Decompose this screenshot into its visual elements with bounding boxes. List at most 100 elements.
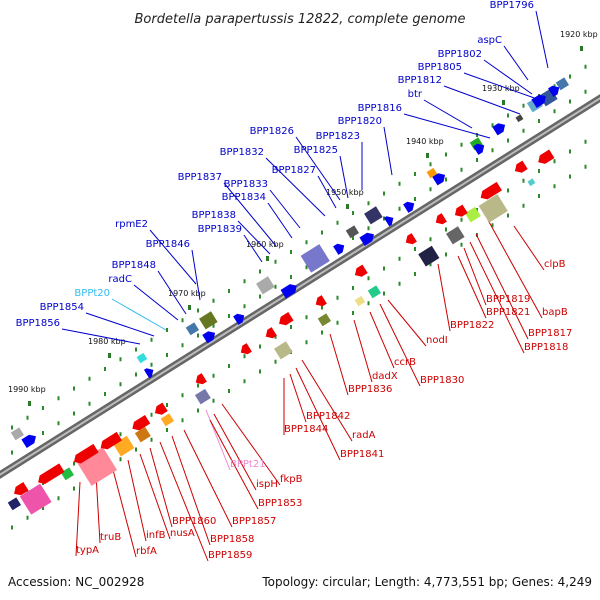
leader-line	[469, 241, 525, 354]
leader-line	[487, 219, 543, 319]
track-dot	[445, 177, 447, 182]
leader-line	[329, 333, 349, 396]
track-dot	[212, 298, 215, 303]
track-dot	[73, 461, 75, 466]
track-dot	[11, 450, 13, 455]
leader-line-layer	[61, 10, 549, 562]
gene-label-bpp1823: BPP1823	[316, 131, 360, 142]
track-dot	[228, 364, 230, 368]
track-dot	[429, 162, 432, 167]
feature-box	[194, 388, 211, 405]
track-dot	[274, 284, 277, 289]
track-dot	[305, 240, 308, 245]
leader-line	[157, 270, 187, 315]
feature-box	[136, 352, 148, 364]
tick-label: 1970 kbp	[168, 289, 206, 298]
leader-line	[111, 465, 137, 558]
track-dot	[429, 262, 432, 267]
reverse-gene-arrow	[315, 295, 327, 307]
leader-line	[443, 85, 521, 115]
leader-line	[269, 189, 301, 229]
leader-line	[243, 234, 263, 263]
reverse-gene-arrow	[240, 343, 252, 355]
gene-label-bpp1822: BPP1822	[450, 320, 494, 331]
leader-line	[205, 409, 231, 471]
track-dot	[367, 226, 370, 231]
leader-line	[295, 367, 341, 461]
tick-mark	[580, 46, 583, 51]
track-dot	[507, 213, 509, 218]
track-dot	[398, 206, 401, 211]
track-dot	[181, 318, 184, 323]
gene-label-infb: infB	[146, 530, 166, 541]
gene-label-bpp1848: BPP1848	[112, 260, 156, 271]
feature-box	[555, 77, 570, 91]
track-dot	[135, 447, 137, 452]
track-dot	[414, 247, 416, 251]
track-dot	[150, 412, 153, 417]
genome-summary-text: Topology: circular; Length: 4,773,551 bp…	[261, 575, 592, 589]
track-dot	[290, 250, 292, 254]
track-dot	[321, 330, 323, 335]
gene-label-bpp1834: BPP1834	[222, 192, 266, 203]
reverse-gene-arrow	[14, 482, 29, 496]
track-dot	[26, 515, 29, 520]
track-dot	[336, 220, 339, 225]
feature-box	[354, 295, 366, 307]
gene-label-typa: typA	[76, 545, 99, 556]
track-dot	[584, 164, 587, 169]
track-dot	[336, 320, 339, 325]
track-dot	[57, 496, 60, 501]
feature-box	[60, 467, 75, 481]
track-dot	[135, 372, 137, 377]
gene-arrow-layer	[14, 85, 560, 496]
reverse-gene-arrow	[154, 402, 168, 415]
leader-line	[111, 298, 167, 331]
track-dot	[383, 191, 385, 196]
track-dot	[197, 383, 199, 388]
track-dot	[290, 275, 292, 279]
reverse-gene-arrow	[514, 160, 528, 173]
gene-label-bpp1838: BPP1838	[192, 210, 236, 221]
track-dot	[181, 343, 184, 348]
gene-label-bpp1805: BPP1805	[418, 62, 462, 73]
tick-mark	[426, 153, 429, 158]
gene-label-trub: truB	[100, 532, 121, 543]
track-dot	[445, 152, 447, 157]
track-dot	[398, 181, 401, 186]
track-dot	[352, 311, 354, 315]
gene-label-bpp1826: BPP1826	[250, 126, 294, 137]
feature-box	[367, 285, 382, 299]
track-dot	[553, 109, 556, 114]
feature-box	[345, 225, 360, 239]
gene-label-bpp1846: BPP1846	[146, 239, 190, 250]
feature-box	[10, 427, 25, 441]
tick-label: 1940 kbp	[406, 137, 444, 146]
track-dot	[274, 334, 277, 339]
gene-label-bpp1833: BPP1833	[224, 179, 268, 190]
tick-label: 1990 kbp	[8, 385, 46, 394]
track-dot	[73, 486, 75, 491]
forward-gene-arrow	[403, 201, 415, 213]
leader-line	[535, 10, 549, 69]
track-dot	[414, 197, 416, 201]
tick-mark	[266, 256, 269, 261]
gene-label-isph: ispH	[256, 479, 278, 490]
track-dot	[166, 328, 168, 332]
forward-gene-arrow	[383, 216, 394, 227]
feature-box	[199, 311, 218, 330]
track-dot	[321, 230, 323, 235]
leader-line	[483, 59, 533, 95]
track-dot	[367, 301, 370, 306]
track-dot	[119, 382, 122, 387]
track-dot	[367, 201, 370, 206]
gene-label-layer: BPP1796 aspC BPP1802 BPP1805 BPP1812 btr BPP18…	[16, 0, 573, 561]
track-dot	[166, 403, 168, 407]
track-dot	[522, 178, 525, 183]
track-dot	[352, 211, 354, 215]
track-dot	[367, 276, 370, 281]
track-dot	[522, 203, 525, 208]
leader-line	[423, 99, 473, 129]
feature-box	[464, 206, 481, 223]
